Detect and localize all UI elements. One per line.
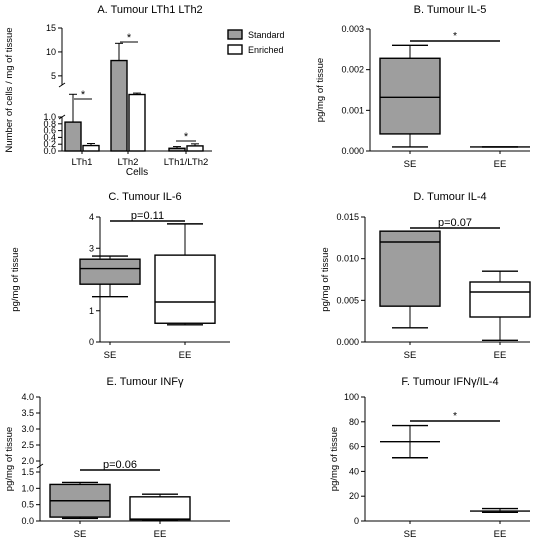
- panel-b-ytick-label: 0.001: [341, 105, 364, 115]
- panel-e-ylabel: pg/mg of tissue: [4, 427, 15, 491]
- panel-a-legend-label: Standard: [248, 30, 285, 40]
- panel-a-legend-label: Enriched: [248, 45, 284, 55]
- panel-a-ytick-label: 0.6: [43, 126, 56, 136]
- panel-a-xtick-label: LTh1/LTh2: [164, 157, 209, 168]
- panel-a-bar: [110, 59, 128, 152]
- panel-e-ytick-label: 2.0: [21, 456, 34, 466]
- panel-c-title: C. Tumour IL-6: [108, 191, 181, 203]
- panel-c-ylabel: pg/mg of tissue: [10, 247, 21, 311]
- panel-f-xtick-label: SE: [404, 529, 417, 537]
- panel-b-ytick-label: 0.000: [341, 146, 364, 156]
- panel-b-ytick-label: 0.003: [341, 24, 364, 34]
- panel-c-box: [154, 254, 216, 324]
- panel-e-ytick-label: 1.5: [21, 467, 34, 477]
- panel-a-bar: [128, 93, 146, 152]
- panel-a-ytick-label: 10: [46, 47, 56, 57]
- panel-f-ytick-label: 100: [344, 392, 359, 402]
- panel-f-ytick-label: 60: [349, 442, 359, 452]
- panel-c-xtick-label: SE: [104, 350, 117, 361]
- panel-b-xtick-label: EE: [494, 159, 507, 170]
- panel-a-xtick-label: LTh2: [118, 157, 139, 168]
- panel-f-xtick-label: EE: [494, 529, 507, 537]
- panel-d-xtick-label: EE: [494, 350, 507, 361]
- panel-a-significance-label: *: [81, 89, 86, 101]
- panel-d-ytick-label: 0.005: [336, 295, 359, 305]
- panel-d-ylabel: pg/mg of tissue: [320, 247, 331, 311]
- panel-e-title: E. Tumour INFγ: [106, 376, 184, 388]
- panel-a-significance-label: *: [127, 32, 132, 44]
- panel-a-ytick-label: 1.0: [43, 112, 56, 122]
- panel-a-xlabel: Cells: [126, 167, 148, 178]
- panel-e-axis-break-mark: [36, 463, 44, 469]
- panel-a-axis-break-mark: [58, 82, 66, 88]
- panel-c-ytick-label: 0: [89, 337, 94, 347]
- panel-a-ytick-label: 0.0: [43, 146, 56, 156]
- panel-c-ytick-label: 4: [89, 212, 94, 222]
- panel-a-ytick-label: 0.4: [43, 132, 56, 142]
- panel-e-significance-label: p=0.06: [103, 459, 137, 471]
- panel-a-bar: [64, 121, 82, 152]
- panel-a-bar: [186, 145, 204, 152]
- panel-a-bar: [168, 147, 186, 152]
- panel-d-box: [379, 230, 441, 307]
- panel-d-ytick-label: 0.015: [336, 212, 359, 222]
- panel-e-box: [129, 496, 191, 521]
- panel-e-ytick-label: 1.0: [21, 483, 34, 493]
- panel-f-ytick-label: 0: [354, 516, 359, 526]
- panel-d-significance-label: p=0.07: [438, 217, 472, 229]
- panel-e-xtick-label: SE: [74, 529, 87, 537]
- panel-e-ytick-label: 4.0: [21, 392, 34, 402]
- panel-f-significance-label: *: [453, 410, 457, 422]
- panel-a-ytick-label: 5: [51, 71, 56, 81]
- panel-e-ytick-label: 0.5: [21, 500, 34, 510]
- panel-c-box: [79, 258, 141, 285]
- panel-a-ylabel: Number of cells / mg of tissue: [4, 27, 15, 152]
- panel-b-xtick-label: SE: [404, 159, 417, 170]
- panel-e-ytick-label: 3.0: [21, 424, 34, 434]
- panel-a-ytick-label: 15: [46, 23, 56, 33]
- panel-f-ytick-label: 20: [349, 491, 359, 501]
- panel-d-ytick-label: 0.000: [336, 337, 359, 347]
- panel-b-ytick-label: 0.002: [341, 65, 364, 75]
- panel-e-xtick-label: EE: [154, 529, 167, 537]
- panel-b-significance-label: *: [453, 30, 457, 42]
- panel-a-significance-label: *: [184, 131, 189, 143]
- panel-d-title: D. Tumour IL-4: [413, 191, 486, 203]
- panel-d-xtick-label: SE: [404, 350, 417, 361]
- panel-c-ytick-label: 1: [89, 306, 94, 316]
- panel-c-significance-label: p=0.11: [131, 210, 164, 222]
- panel-b-ylabel: pg/mg of tissue: [315, 58, 326, 122]
- panel-a-ytick-label: 0.8: [43, 119, 56, 129]
- panel-f-title: F. Tumour IFNγ/IL-4: [401, 376, 498, 388]
- panel-b-title: B. Tumour IL-5: [414, 4, 487, 16]
- panel-d-box: [469, 281, 531, 318]
- panel-a-ytick-label: 0.2: [43, 139, 56, 149]
- panel-f-ytick-label: 80: [349, 417, 359, 427]
- panel-a-legend-swatch: [227, 44, 243, 55]
- panel-a-bar: [82, 144, 100, 152]
- panel-a-xtick-label: LTh1: [72, 157, 93, 168]
- panel-f-ytick-label: 40: [349, 466, 359, 476]
- panel-a-title: A. Tumour LTh1 LTh2: [97, 4, 202, 16]
- panel-a-legend-swatch: [227, 29, 243, 40]
- panel-b-box: [379, 57, 441, 135]
- panel-e-ytick-label: 3.5: [21, 408, 34, 418]
- panel-e-ytick-label: 0.0: [21, 516, 34, 526]
- panel-c-ytick-label: 3: [89, 243, 94, 253]
- panel-e-ytick-label: 2.5: [21, 440, 34, 450]
- panel-c-xtick-label: EE: [179, 350, 192, 361]
- panel-d-ytick-label: 0.010: [336, 254, 359, 264]
- panel-f-ylabel: pg/mg of tissue: [329, 427, 340, 491]
